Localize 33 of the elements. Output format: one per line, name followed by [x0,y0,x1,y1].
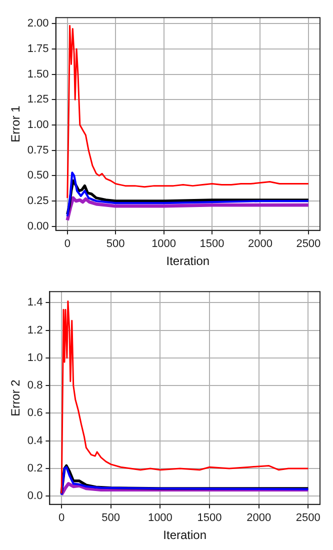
x-tick-label: 1000 [152,238,176,250]
y-tick-label: 0.75 [27,144,49,156]
y-tick-label: 0.8 [27,380,43,392]
y-tick-label: 0.0 [27,490,43,502]
x-tick-label: 0 [64,238,70,250]
y-tick-label: 2.00 [27,18,49,30]
y-axis-title: Error 1 [8,105,23,142]
y-tick-label: 0.00 [27,220,49,232]
x-tick-label: 2500 [296,512,320,524]
x-tick-label: 500 [102,512,120,524]
y-tick-label: 0.6 [27,407,43,420]
y-tick-label: 1.4 [27,296,43,309]
y-tick-label: 0.2 [27,462,43,475]
x-tick-label: 2000 [248,238,272,250]
x-tick-label: 2500 [296,238,321,250]
y-tick-label: 0.25 [27,195,49,208]
x-tick-label: 1500 [200,238,224,250]
y-tick-label: 1.00 [27,119,49,132]
x-tick-label: 500 [106,238,125,250]
y-tick-label: 1.25 [27,94,49,106]
x-axis-title: Iteration [163,528,207,542]
x-axis-title: Iteration [166,254,210,268]
y-tick-label: 1.75 [27,43,49,56]
x-tick-label: 2000 [246,512,272,524]
y-tick-label: 0.50 [27,170,49,182]
y-tick-label: 1.0 [27,352,43,364]
x-tick-label: 1000 [148,512,172,524]
y-tick-label: 1.50 [27,68,49,80]
y-tick-label: 1.2 [27,324,43,336]
x-tick-label: 0 [58,512,65,524]
y-axis-title: Error 2 [8,379,23,416]
x-tick-label: 1500 [197,512,222,524]
y-tick-label: 0.4 [27,434,43,447]
